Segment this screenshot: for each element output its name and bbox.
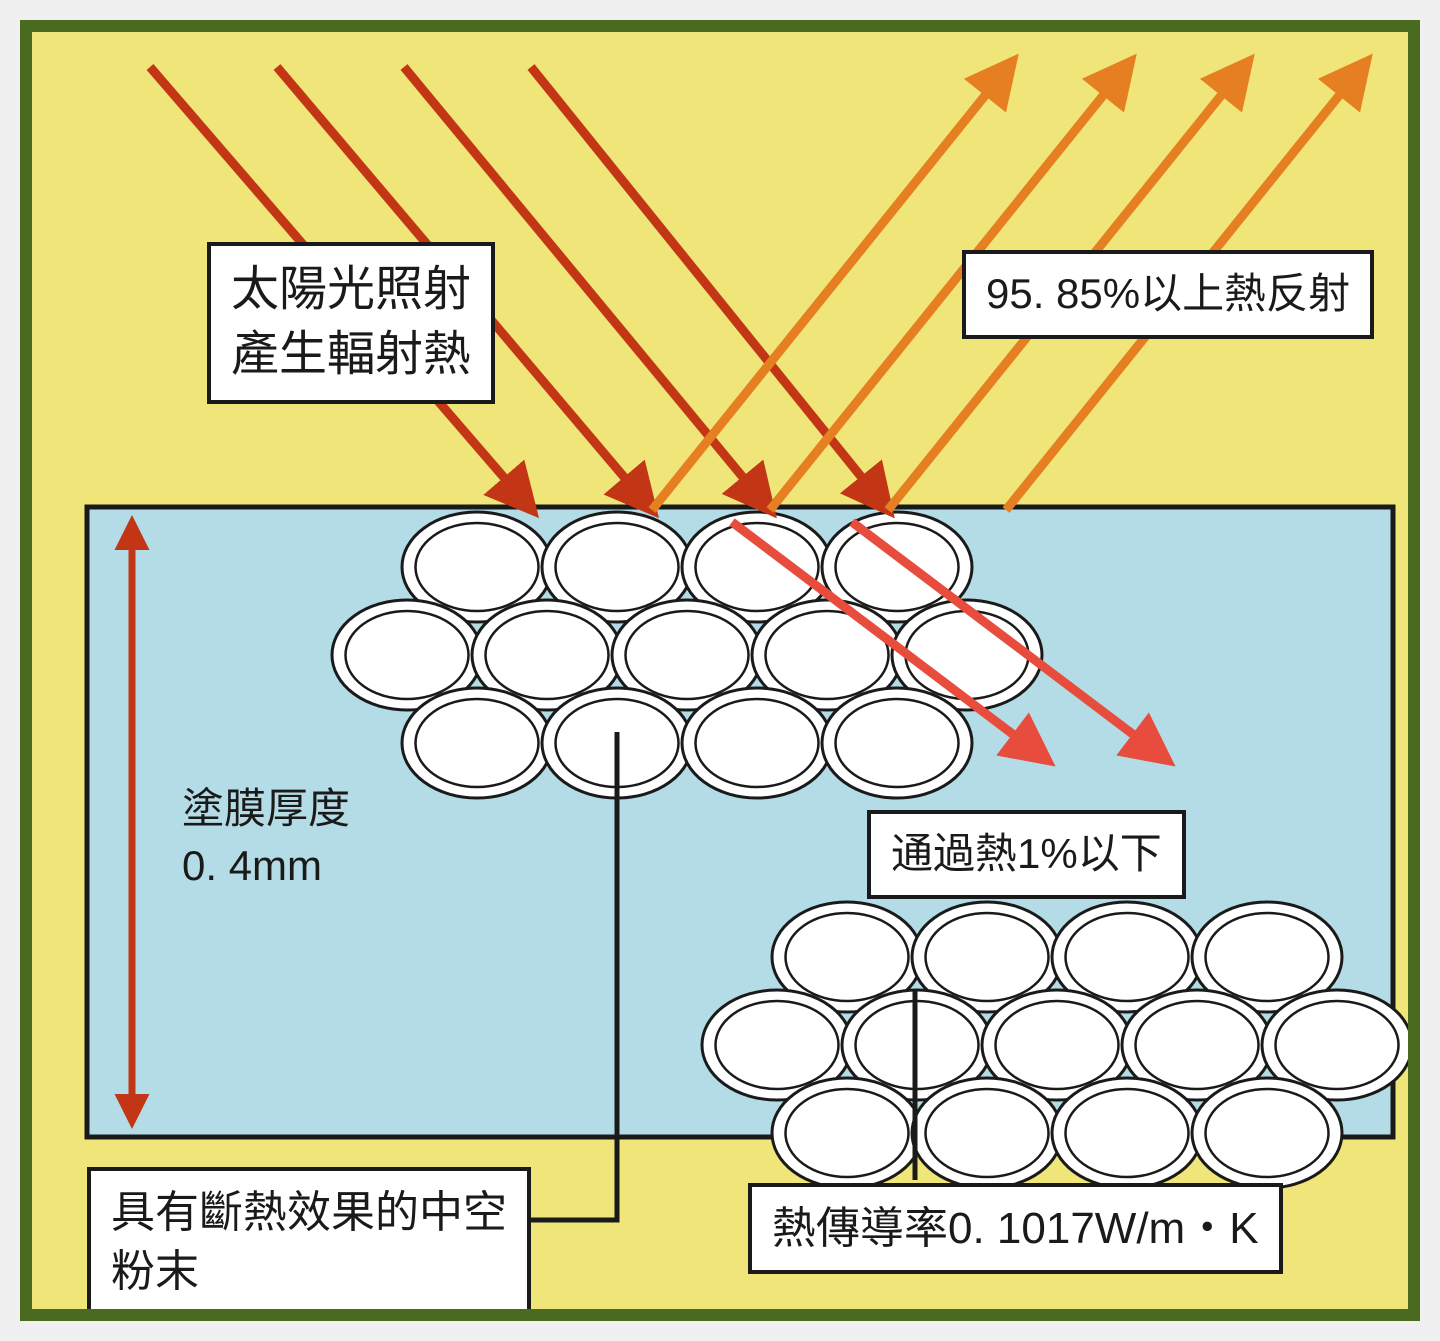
label-heat-reflection: 95. 85%以上熱反射 xyxy=(962,250,1374,339)
diagram-svg xyxy=(32,32,1420,1309)
label-thermal-conductivity: 熱傳導率0. 1017W/m・K xyxy=(748,1183,1283,1274)
label-hollow-powder: 具有斷熱效果的中空 粉末 xyxy=(87,1167,531,1318)
label-heat-penetration: 通過熱1%以下 xyxy=(867,810,1186,899)
label-incoming-sunlight: 太陽光照射 產生輻射熱 xyxy=(207,242,495,404)
lower-cluster xyxy=(702,902,1412,1188)
label-coating-thickness: 塗膜厚度 0. 4mm xyxy=(162,769,370,906)
upper-cluster xyxy=(332,512,1042,798)
diagram-root: 太陽光照射 產生輻射熱 95. 85%以上熱反射 塗膜厚度 0. 4mm 通過熱… xyxy=(20,20,1420,1321)
